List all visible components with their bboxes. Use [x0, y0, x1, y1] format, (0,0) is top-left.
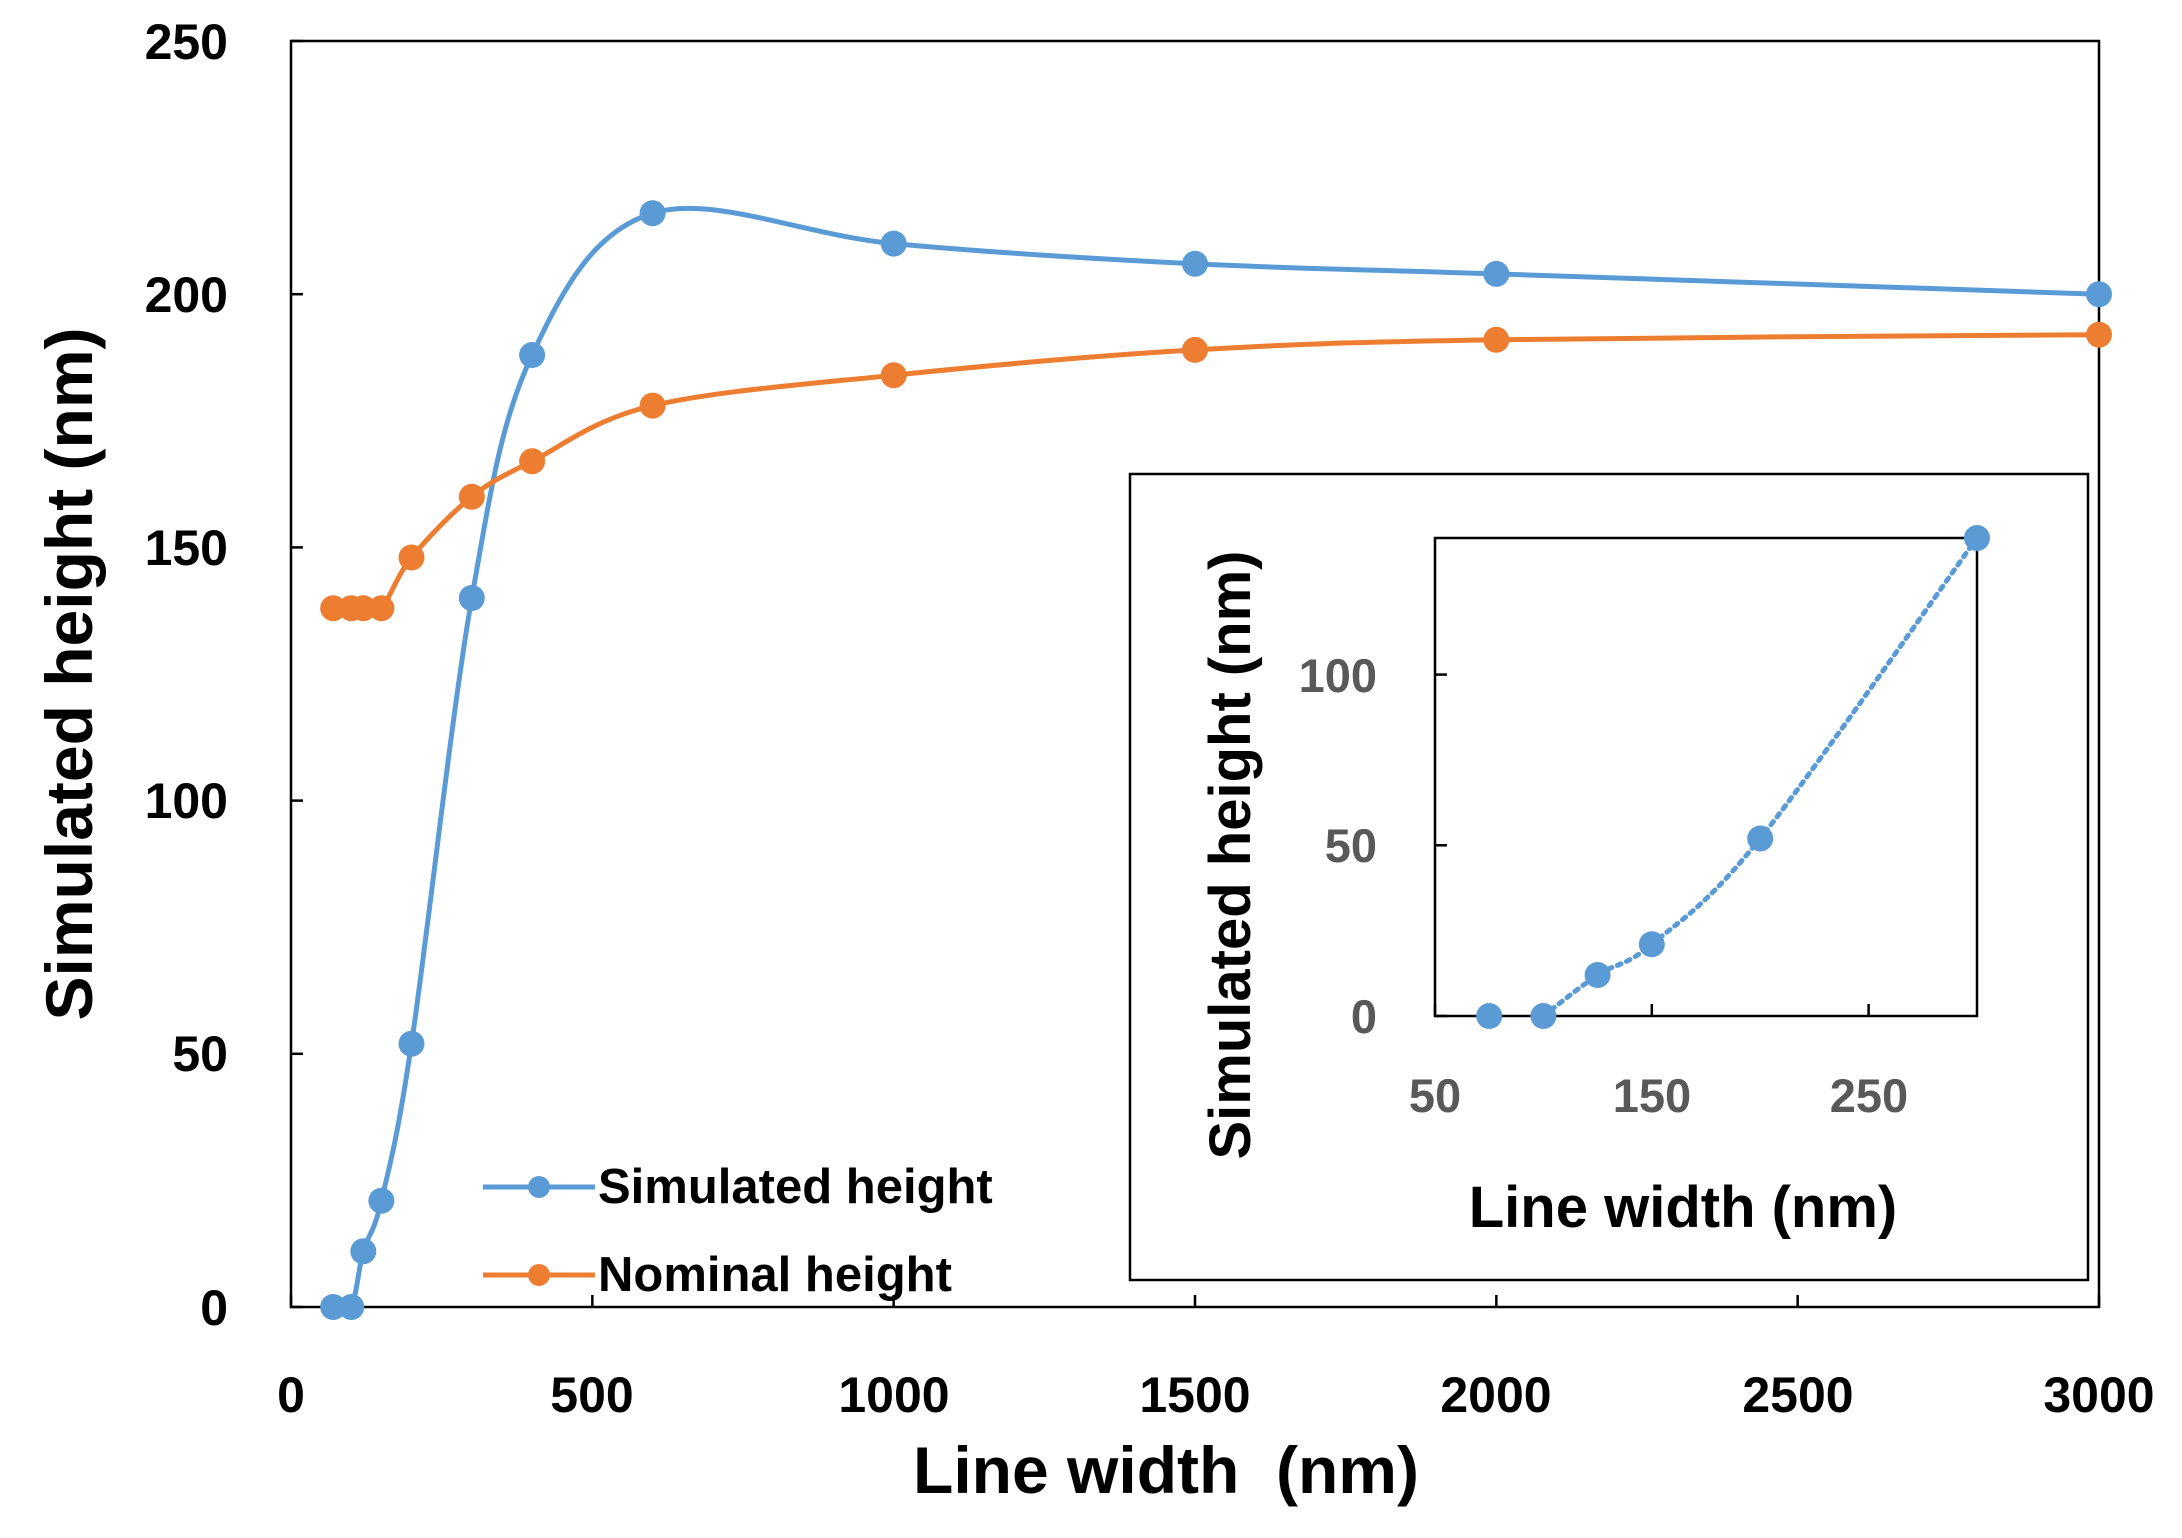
inset-x-tick-label: 150: [1613, 1069, 1691, 1122]
main-y-tick-label: 250: [145, 14, 228, 70]
main-x-tick-label: 2500: [1742, 1367, 1853, 1423]
data-point-simulated: [350, 1238, 377, 1265]
main-x-tick-label: 2000: [1440, 1367, 1551, 1423]
data-point-nominal: [2086, 321, 2112, 348]
inset-y-axis-title: Simulated height (nm): [1198, 551, 1263, 1160]
inset-data-point: [1964, 525, 1990, 551]
data-point-nominal: [1483, 326, 1510, 353]
inset-x-axis-title: Line width (nm): [1469, 1175, 1898, 1240]
inset-ticks: [1433, 673, 1870, 1018]
data-point-nominal: [398, 544, 425, 571]
data-point-simulated: [880, 230, 907, 257]
data-point-simulated: [1483, 260, 1510, 287]
main-x-tick-label: 1000: [838, 1367, 949, 1423]
data-point-nominal: [320, 595, 347, 622]
inset-data-point: [1476, 1003, 1503, 1029]
legend: Simulated height Nominal height: [483, 1160, 993, 1302]
inset-data-point: [1747, 825, 1774, 852]
data-point-nominal: [519, 448, 546, 475]
inset-x-tick-label: 50: [1409, 1069, 1461, 1122]
data-point-simulated: [368, 1187, 395, 1214]
data-point-simulated: [639, 200, 666, 227]
inset-y-tick-label: 100: [1299, 649, 1377, 702]
data-point-simulated: [338, 1294, 365, 1320]
data-point-nominal: [880, 362, 907, 389]
inset-y-tick-label: 0: [1351, 990, 1377, 1043]
main-x-axis-title: Line width (nm): [913, 1433, 1419, 1507]
main-y-tick-label: 50: [172, 1026, 228, 1082]
inset-data-point: [1584, 962, 1611, 988]
inset-x-tick-label: 250: [1830, 1069, 1908, 1122]
data-point-nominal: [639, 392, 666, 419]
main-y-tick-label: 0: [200, 1280, 228, 1336]
main-ticks: [289, 39, 2101, 1309]
main-x-tick-labels: 0 500 1000 1500 2000 2500 3000: [277, 1367, 2155, 1423]
main-y-tick-label: 150: [145, 520, 228, 576]
inset-y-tick-label: 50: [1325, 819, 1377, 872]
data-point-simulated: [1182, 250, 1208, 277]
main-x-tick-label: 500: [550, 1367, 633, 1423]
inset-data-point: [1530, 1003, 1557, 1029]
data-point-nominal: [368, 595, 395, 622]
inset-series-dotted-line: [1540, 535, 1980, 1019]
data-point-nominal: [1182, 336, 1208, 363]
legend-marker-simulated: [528, 1176, 550, 1198]
data-point-simulated: [320, 1294, 347, 1320]
data-point-simulated: [458, 585, 485, 611]
data-point-simulated: [519, 342, 546, 368]
inset-chart-frame: [1128, 472, 2090, 1282]
main-series-group: [320, 200, 2112, 1320]
main-y-tick-labels: 0 50 100 150 200 250: [145, 14, 228, 1336]
legend-label-nominal: Nominal height: [598, 1248, 952, 1302]
inset-data-point: [1638, 931, 1665, 958]
main-y-axis-title: Simulated height (nm): [32, 328, 106, 1021]
legend-label-simulated: Simulated height: [598, 1160, 993, 1214]
main-x-tick-label: 3000: [2043, 1367, 2154, 1423]
data-point-nominal: [350, 595, 377, 622]
main-y-tick-label: 200: [145, 267, 228, 323]
data-point-nominal: [458, 483, 485, 510]
legend-marker-nominal: [528, 1264, 550, 1286]
inset-series-group: [1476, 525, 1990, 1029]
inset-y-tick-labels: 0 50 100: [1299, 649, 1377, 1043]
data-point-simulated: [398, 1030, 425, 1057]
inset-x-tick-labels: 50 150 250: [1409, 1069, 1908, 1122]
inset-plot-area: [1433, 536, 1979, 1018]
data-point-simulated: [2086, 281, 2112, 308]
main-y-tick-label: 100: [145, 773, 228, 829]
main-x-tick-label: 1500: [1139, 1367, 1250, 1423]
main-x-tick-label: 0: [277, 1367, 305, 1423]
